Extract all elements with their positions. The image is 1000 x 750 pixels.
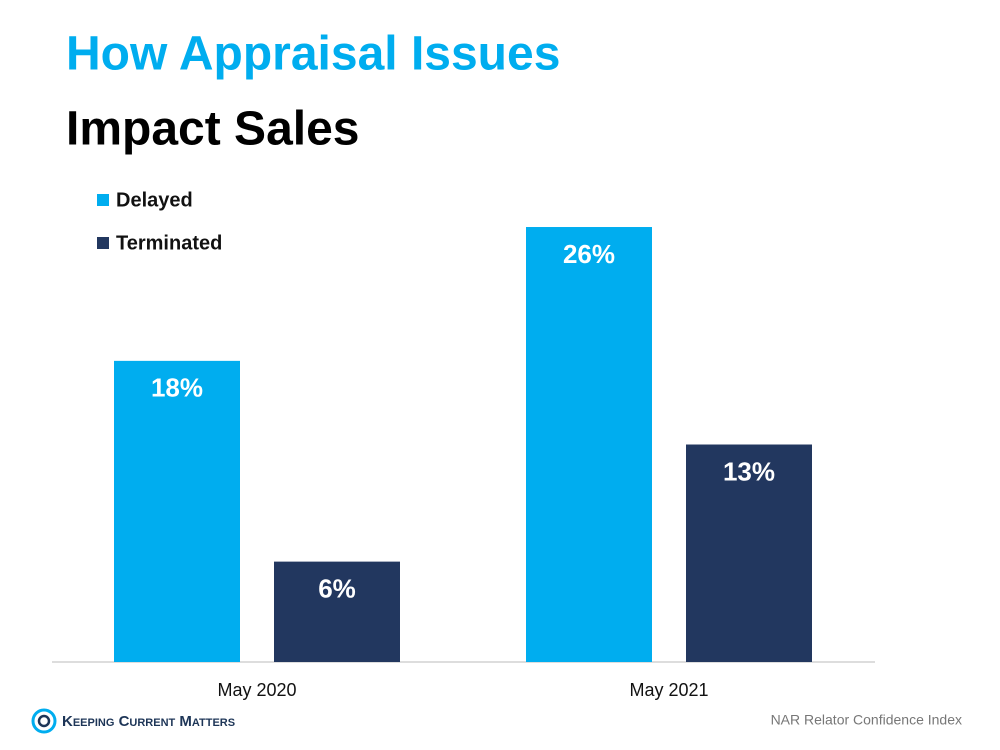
legend-swatch bbox=[97, 237, 109, 249]
legend-swatch bbox=[97, 194, 109, 206]
bar bbox=[526, 227, 652, 662]
source: NAR Relator Confidence Index bbox=[771, 712, 962, 728]
bar bbox=[274, 561, 400, 662]
x-tick-label: May 2020 bbox=[217, 680, 296, 700]
legend-label: Terminated bbox=[116, 232, 222, 254]
value-label: 26% bbox=[563, 239, 615, 269]
value-label: 13% bbox=[723, 456, 775, 486]
logo-icon bbox=[31, 708, 57, 734]
logo-text: Keeping Current Matters bbox=[62, 713, 235, 730]
value-label: 18% bbox=[151, 373, 203, 403]
chart-title: Impact Sales bbox=[66, 103, 359, 156]
value-label: 6% bbox=[318, 573, 356, 603]
x-tick-label: May 2021 bbox=[629, 680, 708, 700]
legend-label: Delayed bbox=[116, 189, 193, 211]
chart-title: How Appraisal Issues bbox=[66, 28, 560, 81]
bar bbox=[114, 360, 240, 662]
bar bbox=[686, 444, 812, 662]
